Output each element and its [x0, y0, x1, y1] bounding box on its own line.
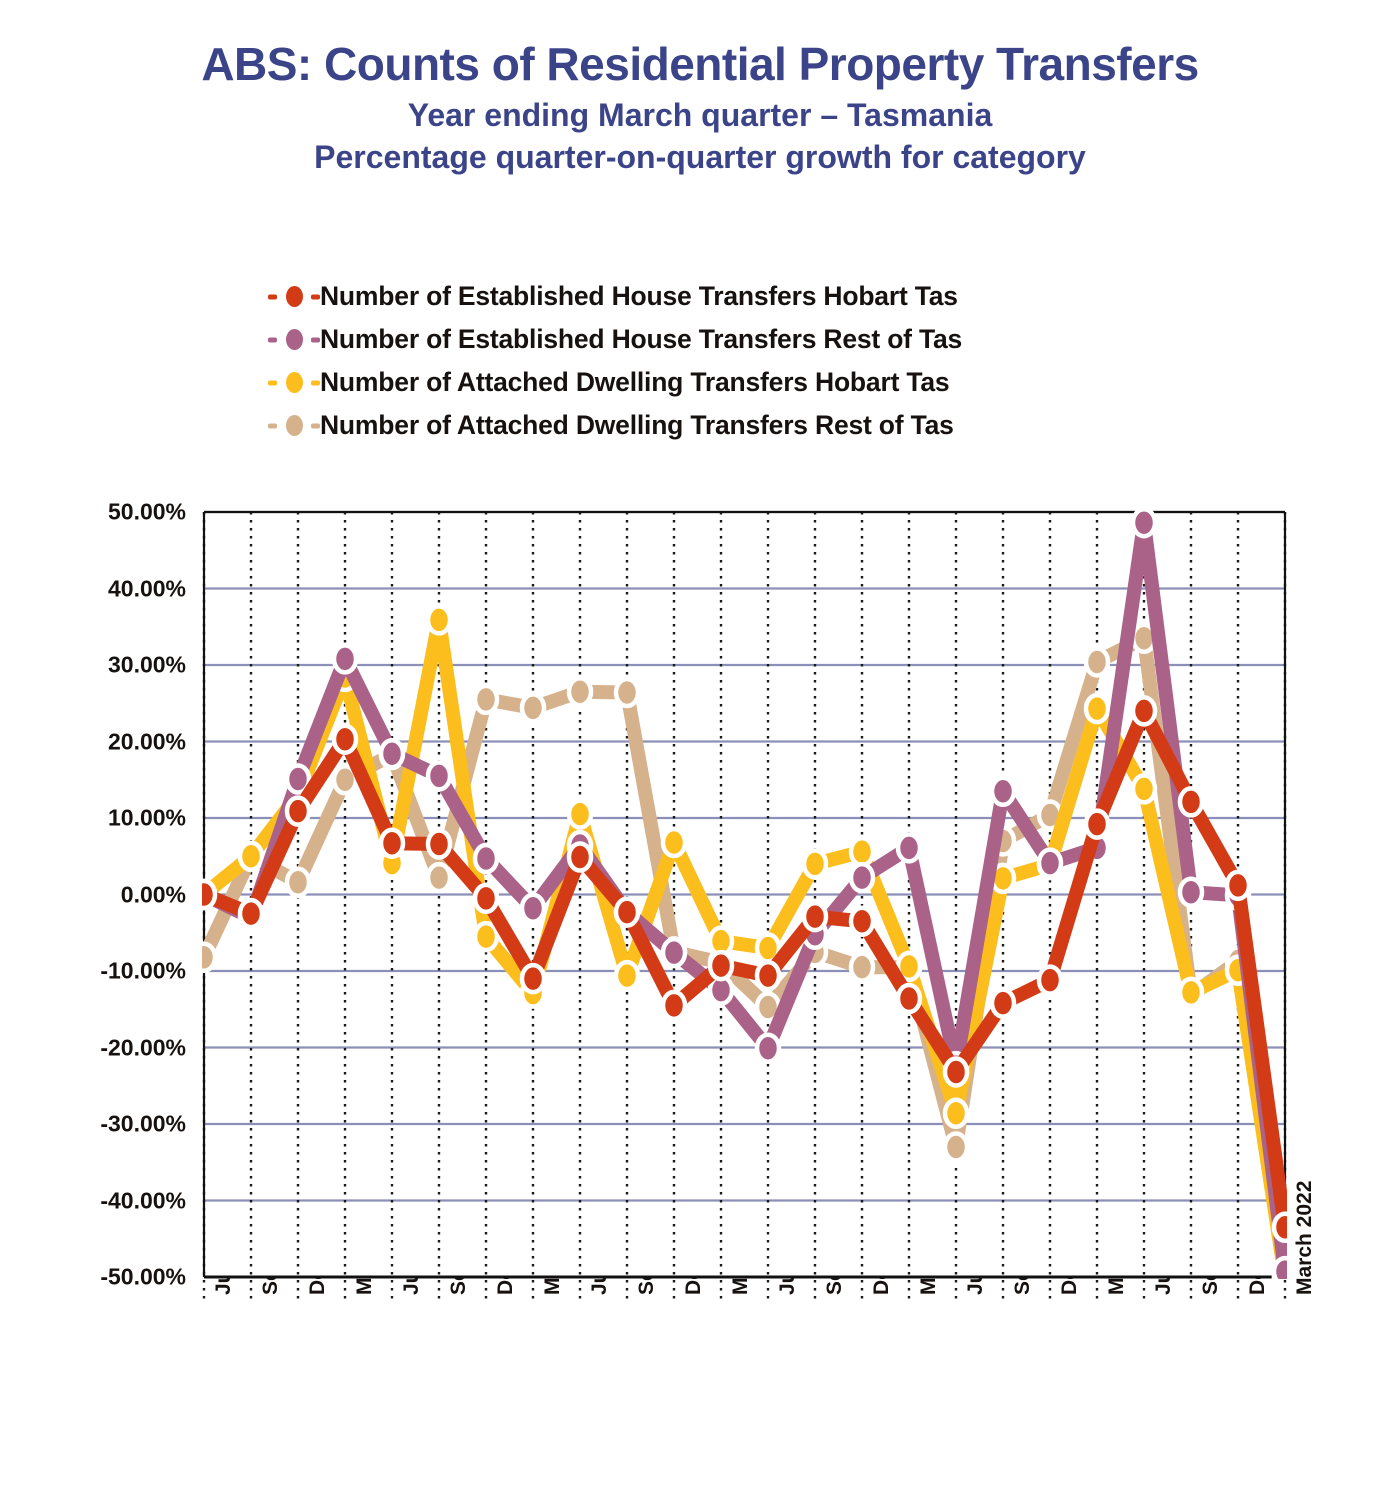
legend-item-label: Number of Established House Transfers Ho… [320, 281, 958, 311]
y-axis-tick-label: -20.00% [100, 1034, 186, 1060]
data-point [284, 795, 312, 827]
data-point [378, 737, 406, 770]
data-point [1224, 869, 1252, 902]
legend-item[interactable]: Number of Attached Dwelling Transfers Ho… [268, 361, 962, 404]
data-point [566, 798, 594, 830]
data-point [566, 676, 594, 708]
legend-item-label: Number of Established House Transfers Re… [320, 324, 963, 354]
legend-marker-icon [268, 415, 320, 437]
data-point [1177, 876, 1205, 908]
data-point [848, 835, 876, 868]
data-point [754, 959, 782, 992]
y-axis-tick-label: 40.00% [107, 575, 186, 601]
data-point [472, 920, 500, 953]
data-point [425, 828, 453, 860]
data-point [1177, 786, 1205, 818]
data-point [754, 1032, 782, 1065]
data-point [425, 604, 453, 636]
data-point [1130, 695, 1158, 727]
data-point [942, 1056, 970, 1088]
data-point [1271, 1255, 1287, 1279]
data-point [284, 763, 312, 795]
data-series [202, 695, 1287, 1244]
page-title: ABS: Counts of Residential Property Tran… [201, 38, 1199, 90]
data-point [472, 683, 500, 716]
data-point [472, 842, 500, 875]
data-point [1036, 847, 1064, 879]
data-point [613, 676, 641, 709]
data-point [331, 723, 359, 755]
data-point [237, 897, 265, 930]
data-point [1177, 976, 1205, 1009]
data-point [1130, 510, 1158, 539]
data-point [613, 959, 641, 992]
y-axis-tick-label: 30.00% [107, 651, 186, 678]
y-axis-tick-label: -30.00% [100, 1110, 186, 1137]
data-point [1083, 646, 1111, 678]
legend-item[interactable]: Number of Established House Transfers Re… [268, 318, 962, 361]
data-point [237, 840, 265, 872]
data-point [848, 951, 876, 983]
series-group [202, 510, 1287, 1279]
data-point [519, 692, 547, 724]
legend-item[interactable]: Number of Attached Dwelling Transfers Re… [268, 404, 962, 447]
data-point [1271, 1211, 1287, 1244]
chart-legend: Number of Established House Transfers Ho… [268, 275, 962, 447]
y-axis-tick-label: -40.00% [100, 1187, 186, 1213]
chart-titles: ABS: Counts of Residential Property Tran… [0, 38, 1400, 175]
data-point [895, 982, 923, 1015]
data-point [378, 827, 406, 859]
y-axis-tick-label: 20.00% [107, 728, 186, 754]
data-point [425, 861, 453, 894]
data-point [848, 905, 876, 938]
data-point [202, 941, 218, 973]
data-point [331, 643, 359, 675]
y-axis-tick-label: 50.00% [107, 498, 186, 525]
data-point [707, 949, 735, 982]
data-point [895, 950, 923, 983]
data-point [1083, 808, 1111, 840]
data-point [895, 832, 923, 864]
data-point [801, 900, 829, 933]
data-point [660, 826, 688, 859]
chart-subtitle-region: Year ending March quarter – Tasmania [407, 96, 993, 133]
legend-marker-icon [268, 372, 320, 394]
legend-item-label: Number of Attached Dwelling Transfers Re… [320, 410, 954, 440]
data-point [472, 882, 500, 915]
legend-item-label: Number of Attached Dwelling Transfers Ho… [320, 367, 950, 397]
data-point [989, 775, 1017, 807]
data-point [1083, 692, 1111, 725]
legend-marker-icon [268, 286, 320, 308]
data-point [942, 1097, 970, 1130]
data-point [848, 861, 876, 894]
legend-marker-icon [268, 329, 320, 351]
y-axis-tick-label: -50.00% [100, 1263, 186, 1290]
data-point [942, 1131, 970, 1163]
data-point [425, 760, 453, 792]
data-point [284, 866, 312, 899]
data-point [801, 848, 829, 880]
y-axis-tick-label: -10.00% [100, 957, 186, 984]
legend-item[interactable]: Number of Established House Transfers Ho… [268, 275, 962, 318]
data-point [660, 936, 688, 969]
data-point [519, 892, 547, 925]
y-axis-tick-label: 0.00% [120, 881, 186, 907]
data-point [989, 987, 1017, 1019]
data-point [519, 962, 547, 995]
data-point [202, 878, 218, 911]
data-point [1036, 964, 1064, 996]
data-point [566, 841, 594, 873]
y-axis-tick-label: 10.00% [107, 804, 186, 831]
data-point [1130, 773, 1158, 805]
data-point [613, 896, 641, 928]
chart-subtitle-measure: Percentage quarter-on-quarter growth for… [314, 138, 1086, 175]
data-point [660, 989, 688, 1022]
